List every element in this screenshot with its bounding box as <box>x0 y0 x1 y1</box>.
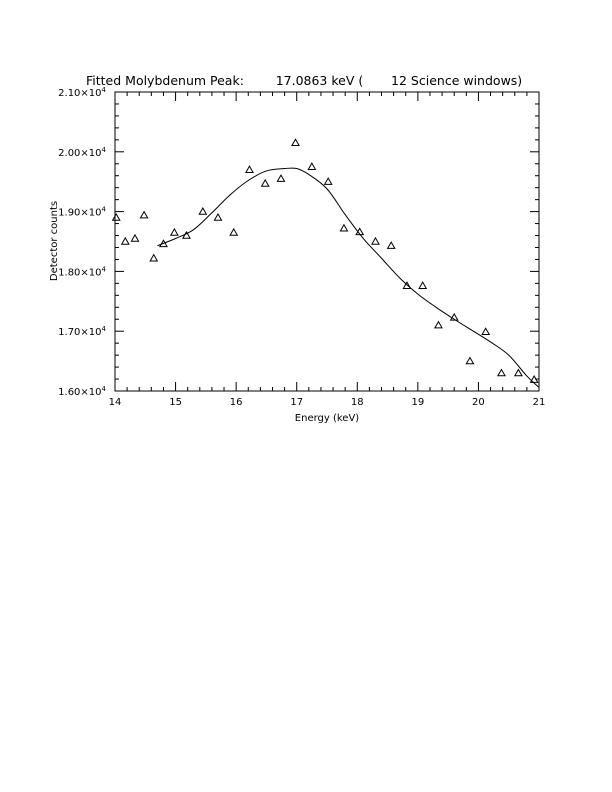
data-point-triangle <box>370 236 380 245</box>
y-axis-label: Detector counts <box>49 201 60 281</box>
data-point-triangle <box>245 165 254 173</box>
y-tick-label: 2.10×104 <box>58 86 106 99</box>
data-point-triangle <box>213 212 223 221</box>
data-point-triangle <box>139 210 149 219</box>
x-tick-label: 16 <box>230 397 243 408</box>
plot-frame <box>114 91 540 392</box>
x-tick-label: 14 <box>109 397 122 408</box>
data-point-triangle <box>481 327 491 335</box>
x-tick-label: 15 <box>169 397 182 408</box>
data-point-triangle <box>433 320 443 329</box>
data-point-triangle <box>260 178 270 187</box>
x-tick-label: 20 <box>472 397 485 408</box>
data-point-triangle <box>158 239 168 248</box>
data-point-triangle <box>449 312 459 321</box>
data-point-triangle <box>276 174 286 182</box>
y-tick-label: 1.80×104 <box>58 265 106 278</box>
data-point-triangle <box>496 368 506 377</box>
data-point-triangle <box>465 356 475 365</box>
data-point-triangle <box>418 281 428 289</box>
y-tick-label: 1.90×104 <box>58 206 106 219</box>
data-point-triangle <box>111 212 121 221</box>
x-tick-label: 18 <box>351 397 364 408</box>
data-point-triangle <box>323 177 333 185</box>
data-point-triangle <box>291 138 300 147</box>
data-point-triangle <box>120 236 130 245</box>
data-point-triangle <box>307 162 317 170</box>
data-point-triangle <box>513 368 523 377</box>
y-tick-label: 2.00×104 <box>58 146 106 159</box>
data-point-triangle <box>229 227 239 236</box>
x-axis-label: Energy (keV) <box>295 413 360 424</box>
x-tick-label: 21 <box>533 397 546 408</box>
data-point-triangle <box>386 241 396 249</box>
data-point-triangle <box>169 227 179 236</box>
data-point-triangle <box>402 281 412 289</box>
y-tick-label: 1.60×104 <box>58 385 106 398</box>
data-point-triangle <box>130 233 140 242</box>
data-point-triangle <box>529 375 539 383</box>
x-tick-label: 17 <box>290 397 303 408</box>
x-tick-label: 19 <box>411 397 424 408</box>
data-point-triangle <box>149 253 159 262</box>
data-point-triangle <box>182 230 191 239</box>
data-point-triangle <box>339 223 349 232</box>
y-tick-label: 1.70×104 <box>58 325 106 338</box>
data-point-triangle <box>198 206 208 215</box>
chart-title: Fitted Molybdenum Peak: 17.0863 keV ( 12… <box>86 73 523 88</box>
data-point-triangle <box>355 227 365 236</box>
fit-curve <box>157 167 540 388</box>
